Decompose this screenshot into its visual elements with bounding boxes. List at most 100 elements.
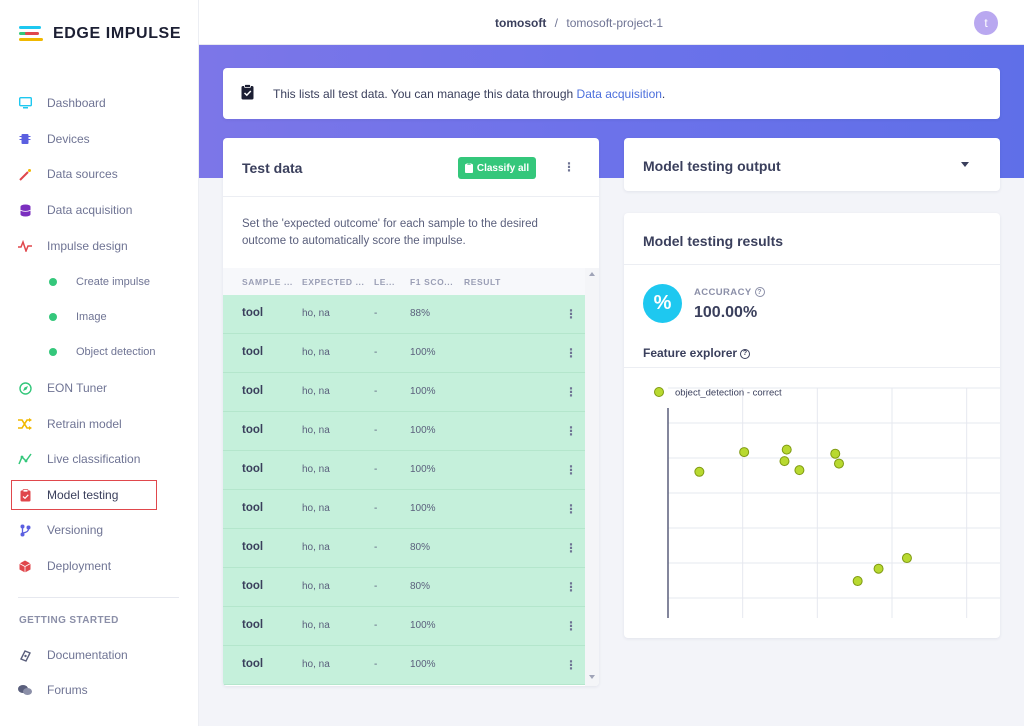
cell-f1: 100%	[410, 659, 436, 670]
row-menu-icon[interactable]: ⋮	[565, 424, 577, 438]
sidebar-divider	[18, 597, 179, 598]
table-row[interactable]: tool ho, na - 80% ⋮	[223, 568, 585, 607]
cell-sample: tool	[242, 541, 264, 553]
cell-f1: 88%	[410, 308, 431, 319]
cell-length: -	[374, 542, 378, 553]
scatter-point	[794, 465, 805, 476]
model-testing-output-card[interactable]: Model testing output	[624, 138, 1000, 191]
clipboard-icon	[464, 163, 473, 173]
column-header-sample[interactable]: SAMPLE ...	[242, 277, 293, 287]
database-icon	[18, 203, 32, 217]
column-header-result[interactable]: RESULT	[464, 277, 501, 287]
scatter-point	[781, 444, 792, 455]
column-header-expected[interactable]: EXPECTED ...	[302, 277, 365, 287]
table-row[interactable]: tool ho, na - 100% ⋮	[223, 451, 585, 490]
table-row[interactable]: tool ho, na - 80% ⋮	[223, 529, 585, 568]
table-row[interactable]: tool ho, na - 100% ⋮	[223, 490, 585, 529]
sidebar-item-documentation[interactable]: Documentation	[0, 641, 199, 669]
sidebar-item-label: Data acquisition	[47, 203, 133, 217]
breadcrumb-org[interactable]: tomosoft	[495, 16, 547, 30]
sidebar-item-label: Retrain model	[47, 417, 122, 431]
sidebar-item-label: Live classification	[47, 452, 141, 466]
cell-f1: 80%	[410, 542, 431, 553]
sidebar-item-label: Image	[76, 311, 107, 323]
row-menu-icon[interactable]: ⋮	[565, 619, 577, 633]
scroll-up-icon[interactable]	[589, 272, 595, 276]
scroll-down-icon[interactable]	[589, 675, 595, 679]
sidebar-item-data-sources[interactable]: Data sources	[0, 160, 199, 188]
sidebar-item-forums[interactable]: Forums	[0, 676, 199, 704]
breadcrumb-project[interactable]: tomosoft-project-1	[566, 16, 664, 30]
cell-f1: 100%	[410, 464, 436, 475]
table-row[interactable]: tool ho, na - 100% ⋮	[223, 373, 585, 412]
help-icon[interactable]: ?	[754, 287, 765, 298]
sidebar-item-versioning[interactable]: Versioning	[0, 516, 199, 544]
caret-down-icon[interactable]	[961, 162, 969, 167]
cell-sample: tool	[242, 424, 264, 436]
cell-expected: ho, na	[302, 347, 330, 358]
sidebar-item-dashboard[interactable]: Dashboard	[0, 89, 199, 117]
row-menu-icon[interactable]: ⋮	[565, 463, 577, 477]
data-acquisition-link[interactable]: Data acquisition	[576, 87, 662, 101]
column-header-f1[interactable]: F1 SCO...	[410, 277, 454, 287]
sidebar-item-devices[interactable]: Devices	[0, 125, 199, 153]
cell-f1: 100%	[410, 620, 436, 631]
table-row[interactable]: tool ho, na - 100% ⋮	[223, 646, 585, 685]
cell-sample: tool	[242, 385, 264, 397]
sidebar-item-image[interactable]: Image	[0, 303, 199, 331]
table-row[interactable]: tool ho, na - 100% ⋮	[223, 412, 585, 451]
column-header-length[interactable]: LE...	[374, 277, 395, 287]
sidebar-item-data-acquisition[interactable]: Data acquisition	[0, 196, 199, 224]
classify-all-button[interactable]: Classify all	[458, 157, 536, 179]
table-row[interactable]: tool ho, na - 100% ⋮	[223, 607, 585, 646]
cell-f1: 100%	[410, 503, 436, 514]
status-dot-icon	[49, 313, 57, 321]
table-scrollbar[interactable]	[585, 268, 599, 686]
branch-icon	[18, 523, 32, 537]
cell-expected: ho, na	[302, 464, 330, 475]
scatter-point	[873, 563, 884, 574]
cell-sample: tool	[242, 346, 264, 358]
sidebar-item-retrain-model[interactable]: Retrain model	[0, 410, 199, 438]
sidebar: EDGE IMPULSE Dashboard Devices Data source…	[0, 0, 199, 726]
table-row[interactable]: tool ho, na - 100% ⋮	[223, 334, 585, 373]
monitor-icon	[18, 96, 32, 110]
cell-f1: 100%	[410, 347, 436, 358]
table-row[interactable]: tool ho, na - 88% ⋮	[223, 295, 585, 334]
sidebar-item-object-detection[interactable]: Object detection	[0, 338, 199, 366]
cell-sample: tool	[242, 463, 264, 475]
row-menu-icon[interactable]: ⋮	[565, 580, 577, 594]
row-menu-icon[interactable]: ⋮	[565, 346, 577, 360]
feature-explorer-chart[interactable]: object_detection - correct	[624, 368, 1000, 628]
row-menu-icon[interactable]: ⋮	[565, 541, 577, 555]
row-menu-icon[interactable]: ⋮	[565, 385, 577, 399]
row-menu-icon[interactable]: ⋮	[565, 307, 577, 321]
sidebar-item-model-testing[interactable]: Model testing	[11, 480, 157, 510]
sidebar-item-label: Documentation	[47, 648, 128, 662]
sidebar-item-impulse-design[interactable]: Impulse design	[0, 232, 199, 260]
sidebar-item-label: Data sources	[47, 167, 118, 181]
pulse-icon	[18, 239, 32, 253]
cell-expected: ho, na	[302, 659, 330, 670]
cell-sample: tool	[242, 619, 264, 631]
chip-icon	[18, 132, 32, 146]
avatar[interactable]: t	[974, 11, 998, 35]
shuffle-icon	[18, 417, 32, 431]
help-icon[interactable]: ?	[740, 348, 751, 359]
info-banner: This lists all test data. You can manage…	[223, 68, 1000, 119]
breadcrumb-separator: /	[554, 16, 559, 30]
sidebar-item-label: Devices	[47, 132, 90, 146]
row-menu-icon[interactable]: ⋮	[565, 502, 577, 516]
cell-expected: ho, na	[302, 425, 330, 436]
edge-impulse-logo[interactable]: EDGE IMPULSE	[19, 24, 181, 44]
sidebar-item-live-classification[interactable]: Live classification	[0, 445, 199, 473]
sidebar-item-deployment[interactable]: Deployment	[0, 552, 199, 580]
row-menu-icon[interactable]: ⋮	[565, 658, 577, 672]
sidebar-item-label: Create impulse	[76, 276, 150, 288]
test-data-menu-icon[interactable]: ⋮	[563, 160, 575, 174]
accuracy-label: ACCURACY?	[694, 287, 765, 298]
sidebar-item-eon-tuner[interactable]: EON Tuner	[0, 374, 199, 402]
cell-sample: tool	[242, 658, 264, 670]
sidebar-item-create-impulse[interactable]: Create impulse	[0, 268, 199, 296]
compass-icon	[18, 381, 32, 395]
